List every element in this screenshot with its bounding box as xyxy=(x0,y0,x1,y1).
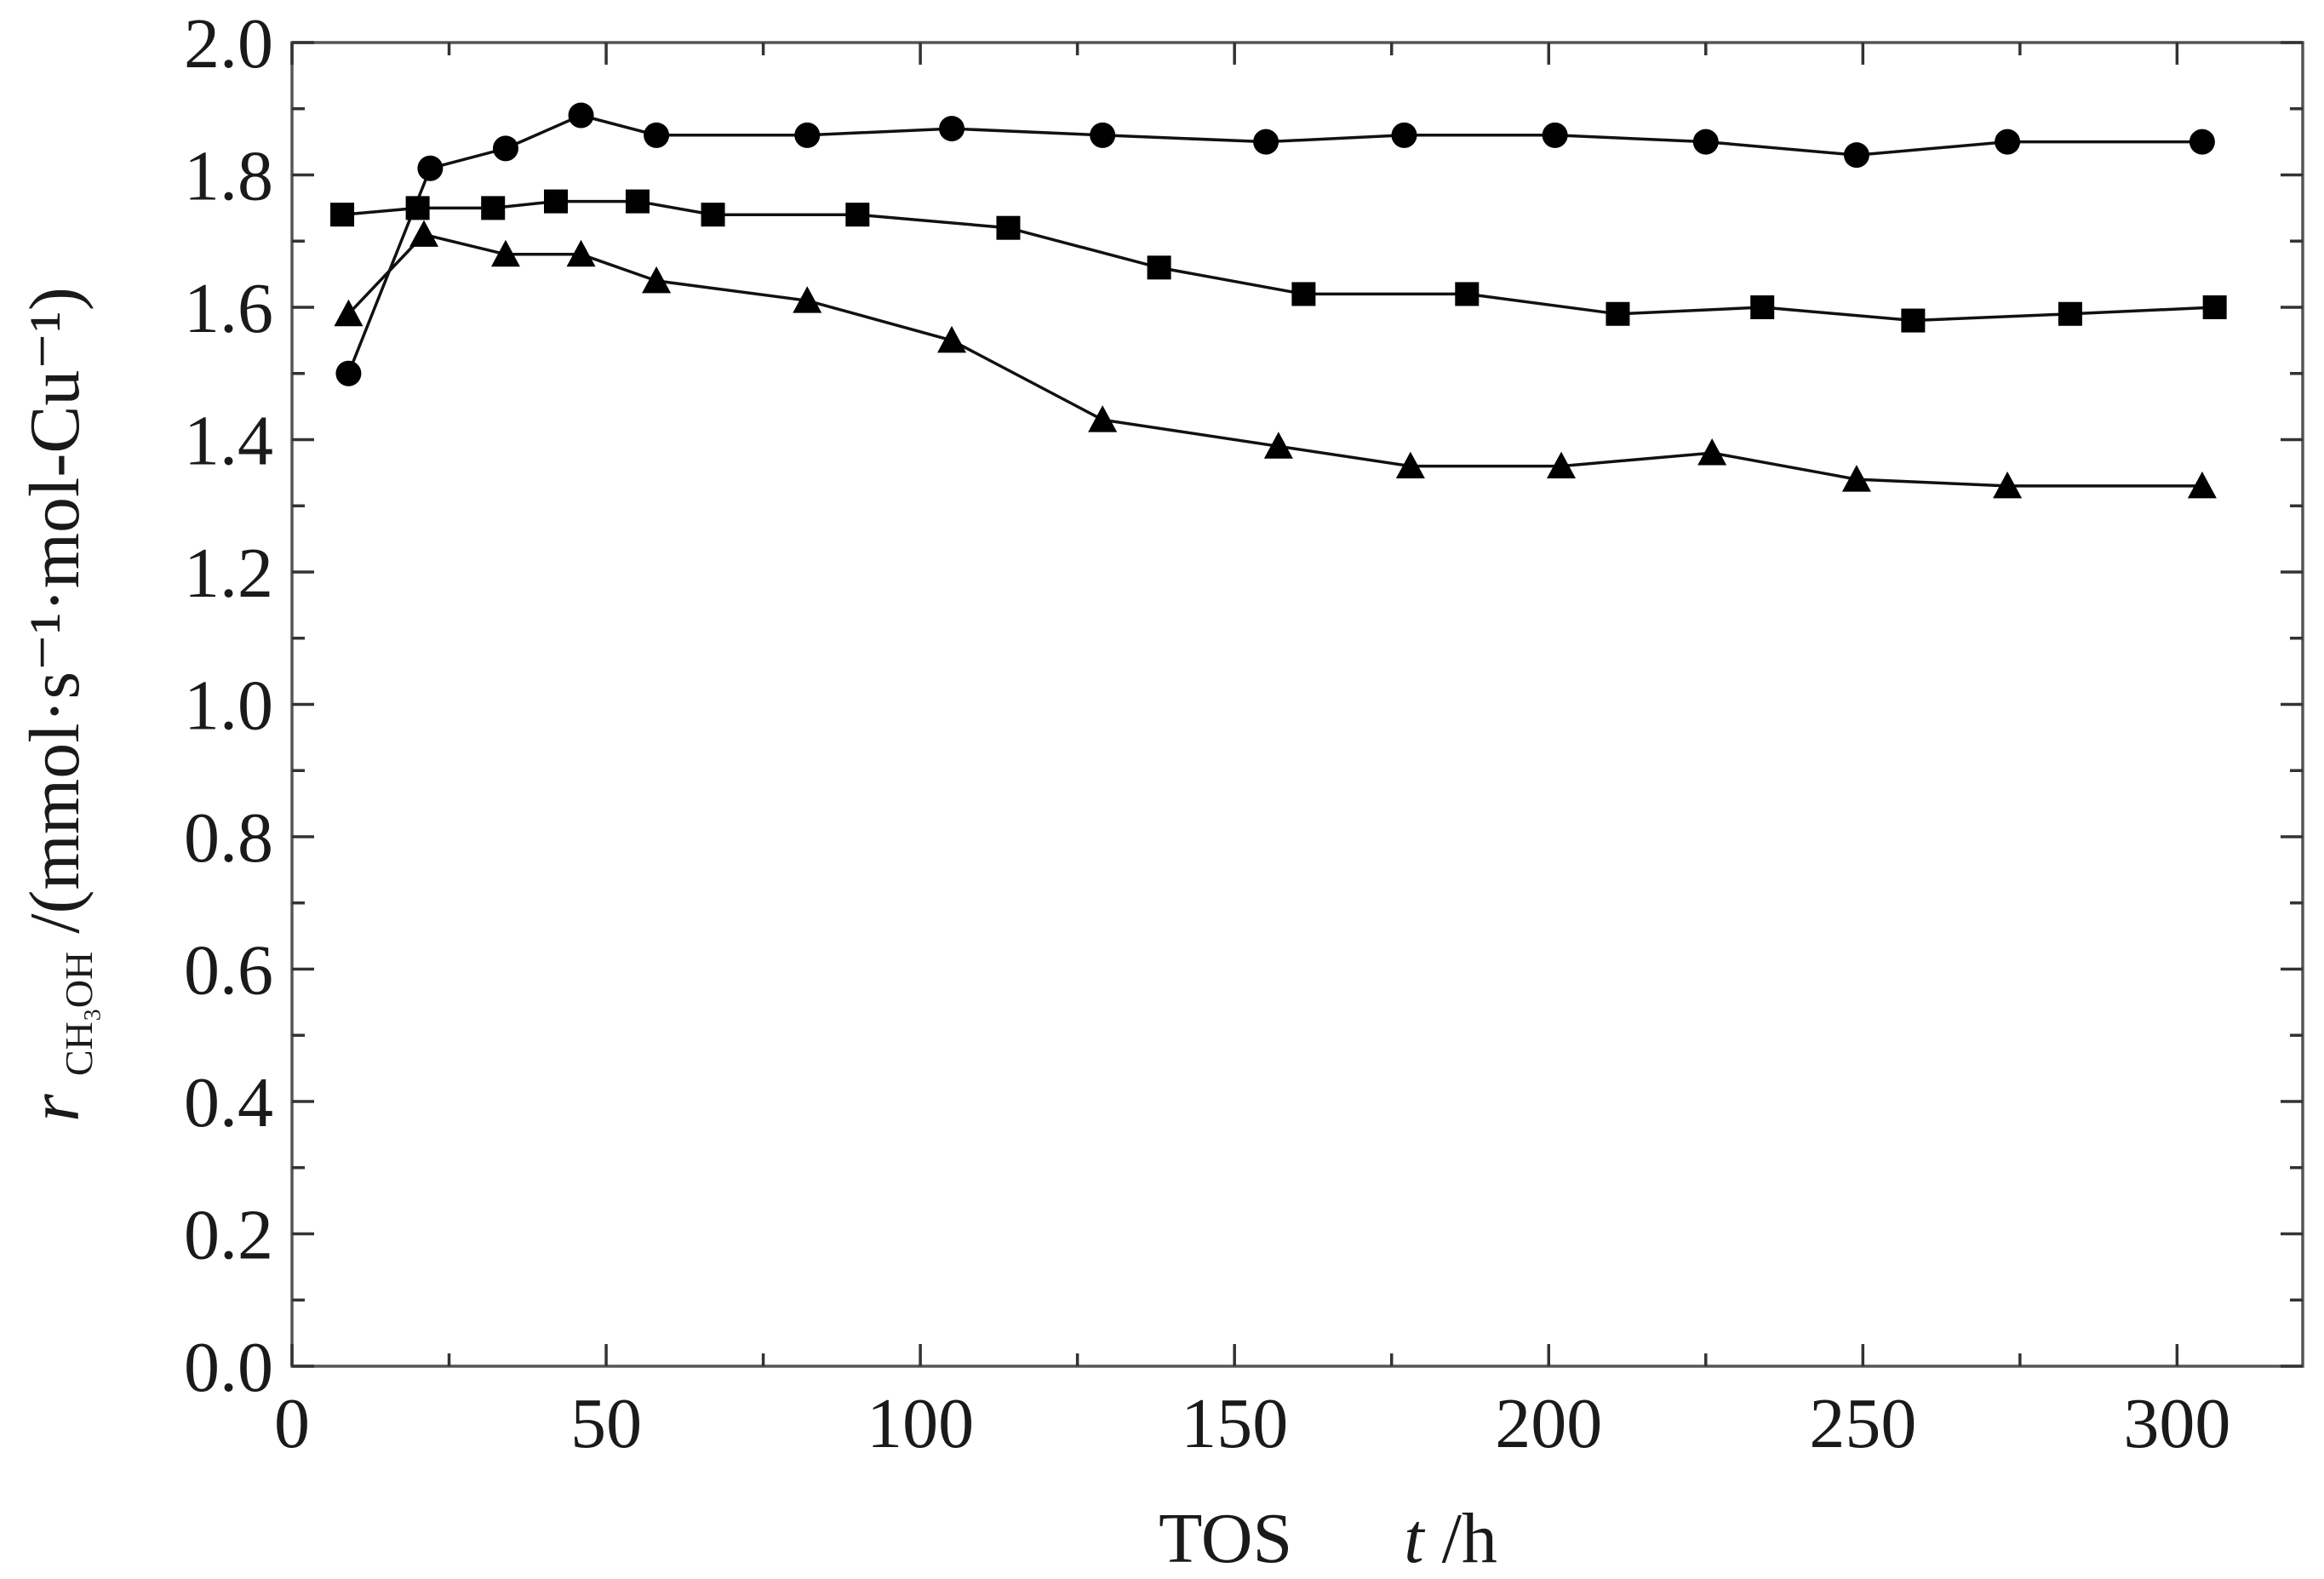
data-point-circle xyxy=(568,102,594,129)
y-axis-title-variable: r xyxy=(15,1094,94,1122)
x-tick-label: 50 xyxy=(570,1384,642,1463)
y-tick-label: 1.4 xyxy=(184,402,273,481)
data-point-triangle xyxy=(937,325,967,353)
data-point-triangle xyxy=(334,299,363,327)
data-point-square xyxy=(1606,301,1630,326)
x-tick-label: 250 xyxy=(1809,1384,1916,1463)
y-tick-label: 0.4 xyxy=(184,1063,273,1142)
data-point-square xyxy=(481,196,506,220)
data-point-circle xyxy=(794,122,821,148)
data-point-square xyxy=(2058,301,2082,326)
data-point-triangle xyxy=(409,220,439,247)
series-group xyxy=(330,102,2227,499)
data-point-circle xyxy=(1090,122,1116,148)
y-tick-label: 1.6 xyxy=(184,269,273,348)
y-tick-label: 1.2 xyxy=(184,534,273,613)
plot-frame xyxy=(290,41,2304,1368)
data-point-square xyxy=(544,189,569,214)
y-tick-label: 0.8 xyxy=(184,798,273,878)
data-point-triangle xyxy=(793,286,822,313)
data-point-square xyxy=(1455,282,1480,306)
data-point-triangle xyxy=(2187,471,2217,499)
data-point-triangle xyxy=(1263,432,1293,459)
data-point-triangle xyxy=(1088,405,1118,432)
y-tick-label: 0.0 xyxy=(184,1328,273,1407)
y-tick-labels: 0.0 0.2 0.4 0.6 0.8 1.0 1.2 1.4 1.6 1.8 2.0 xyxy=(184,4,273,1407)
data-point-circle xyxy=(417,155,444,181)
data-point-triangle xyxy=(1547,451,1577,479)
data-point-square xyxy=(1901,308,1926,333)
y-tick-label: 1.0 xyxy=(184,666,273,746)
data-point-circle xyxy=(644,122,670,148)
data-point-circle xyxy=(939,116,965,142)
data-point-square xyxy=(845,203,870,227)
data-point-circle xyxy=(1692,129,1719,155)
x-tick-label: 100 xyxy=(867,1384,974,1463)
x-tick-label: 300 xyxy=(2123,1384,2230,1463)
plot-area xyxy=(290,41,2304,1368)
data-point-triangle xyxy=(566,239,596,267)
y-axis-title-unit: /(mmol·s⁻¹·mol-Cu⁻¹) xyxy=(15,287,94,934)
y-tick-label: 0.6 xyxy=(184,931,273,1010)
y-tick-label: 2.0 xyxy=(184,4,273,83)
data-point-square xyxy=(2202,295,2227,319)
data-point-triangle xyxy=(1841,465,1871,492)
x-axis-title: TOS t /h xyxy=(1159,1499,1497,1578)
data-point-square xyxy=(330,203,355,227)
data-point-triangle xyxy=(642,266,672,294)
data-point-square xyxy=(625,189,650,214)
y-axis-title-subscript: CH₃OH xyxy=(57,952,100,1076)
data-point-square xyxy=(1750,295,1775,319)
data-point-circle xyxy=(1995,129,2021,155)
series-square-line xyxy=(341,199,2215,323)
data-point-circle xyxy=(492,135,518,162)
x-axis-title-unit: /h xyxy=(1442,1499,1497,1578)
series-circle-line xyxy=(346,113,2202,375)
data-point-square xyxy=(405,196,430,220)
data-point-circle xyxy=(1391,122,1417,148)
data-point-square xyxy=(701,203,725,227)
tick-marks xyxy=(290,41,2303,1368)
data-point-triangle xyxy=(1993,471,2023,499)
data-point-triangle xyxy=(1395,451,1425,479)
data-point-triangle xyxy=(490,239,520,267)
data-point-circle xyxy=(1253,129,1279,155)
data-point-square xyxy=(1291,282,1316,306)
data-point-triangle xyxy=(1697,438,1727,466)
y-tick-label: 1.8 xyxy=(184,137,273,216)
x-tick-label: 0 xyxy=(274,1384,310,1463)
data-point-circle xyxy=(1843,142,1869,169)
data-point-square xyxy=(1147,255,1171,280)
x-tick-label: 200 xyxy=(1495,1384,1602,1463)
data-point-circle xyxy=(1542,122,1568,148)
x-tick-labels: 0 50 100 150 200 250 300 xyxy=(274,1384,2230,1463)
data-point-circle xyxy=(335,360,362,386)
data-point-square xyxy=(996,215,1021,240)
x-tick-label: 150 xyxy=(1181,1384,1288,1463)
x-axis-title-prefix: TOS xyxy=(1159,1499,1292,1578)
y-tick-label: 0.2 xyxy=(184,1196,273,1275)
data-point-circle xyxy=(2189,129,2215,155)
x-axis-title-variable: t xyxy=(1404,1499,1426,1578)
y-axis-title: r CH₃OH /(mmol·s⁻¹·mol-Cu⁻¹) xyxy=(15,287,108,1122)
